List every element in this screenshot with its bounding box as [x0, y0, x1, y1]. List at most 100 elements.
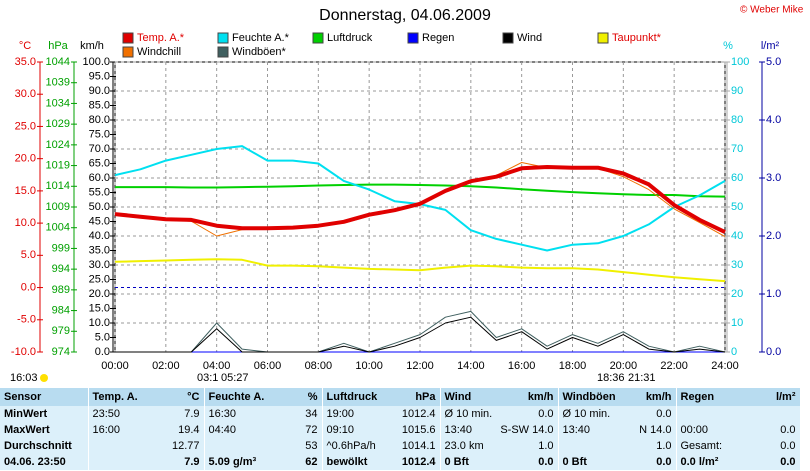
cell-text: 0.0	[538, 456, 554, 468]
legend-swatch	[312, 32, 324, 44]
cell-text: 0.0	[656, 408, 672, 420]
cell-text: Regen	[680, 391, 715, 403]
series-line	[115, 316, 726, 353]
table-cell: 53	[204, 438, 323, 454]
y-tick-label: 1004	[46, 222, 70, 234]
y-tick-label: 15.0	[15, 185, 36, 197]
y-tick-label: 984	[52, 304, 70, 316]
y-tick-label: 1044	[46, 56, 70, 68]
cell-text: Ø 10 min.	[444, 408, 493, 420]
table-cell: 13:40 N 14.0	[558, 422, 677, 438]
y-tick-label: 3.0	[766, 172, 781, 184]
legend-swatch	[217, 46, 229, 58]
y-tick-label: -10.0	[11, 346, 36, 358]
legend-label: Windböen*	[232, 46, 287, 58]
table-row: Durchschnitt 12.77 53 ^0.6hPa/h 1014.1 23.0 k…	[0, 438, 801, 454]
y-tick-label: 20.0	[15, 153, 36, 165]
chart: Donnerstag, 04.06.2009 © Weber Mike 00:0…	[10, 5, 804, 384]
y-tick-label: 1024	[46, 139, 70, 151]
table-cell: 16:00 19.4	[88, 422, 205, 438]
copyright: © Weber Mike	[740, 5, 804, 16]
cell-text: 72	[305, 424, 318, 436]
y-tick-label: 10.0	[89, 317, 110, 329]
y-tick-label: 5.0	[95, 331, 110, 343]
time-annotation: 03:1	[197, 372, 218, 384]
cell-text: 04.06. 23:50	[4, 456, 66, 468]
legend-label: Temp. A.*	[137, 32, 185, 44]
cell-text: Windböen	[562, 391, 616, 403]
cell-text: 1012.4	[401, 456, 436, 468]
table-row: MaxWert 16:00 19.4 04:40 72 09:10 1015.6 13:40 S…	[0, 422, 801, 438]
y-tick-label: 45.0	[89, 215, 110, 227]
series-line	[114, 258, 726, 283]
y-tick-label: 40	[731, 230, 743, 242]
x-tick-label: 12:00	[406, 360, 434, 372]
table-cell: 1.0	[558, 438, 677, 454]
summary-table: Sensor Temp. A. °C Feuchte A.% Luftdruck hPa W…	[0, 388, 801, 470]
cell-text: 0 Bft	[562, 456, 587, 468]
y-tick-label: -5.0	[17, 314, 36, 326]
table-cell: 0 Bft 0.0	[558, 454, 677, 470]
legend-swatch	[122, 32, 134, 44]
table-row: Sensor Temp. A. °C Feuchte A.% Luftdruck hPa W…	[0, 388, 801, 406]
y-tick-label: 1009	[46, 201, 70, 213]
table-cell: 04:40 72	[204, 422, 323, 438]
legend-label: Regen	[422, 32, 454, 44]
series-line	[115, 310, 726, 353]
cell-text: l/m²	[775, 391, 796, 403]
table-cell: Luftdruck hPa	[322, 388, 441, 406]
cell-text: °C	[187, 391, 200, 403]
y-tick-label: 50.0	[89, 201, 110, 213]
cell-text: 16:00	[92, 424, 121, 436]
x-tick-label: 10:00	[355, 360, 383, 372]
y-tick-label: 90.0	[89, 85, 110, 97]
y-tick-label: 979	[52, 325, 70, 337]
y-tick-label: 55.0	[89, 186, 110, 198]
cell-text: ^0.6hPa/h	[326, 440, 376, 452]
y-tick-label: 0.0	[21, 281, 36, 293]
y-tick-label: 1039	[46, 77, 70, 89]
cell-text: Luftdruck	[326, 391, 378, 403]
y-tick-label: 1014	[46, 180, 70, 192]
cell-text: 12.77	[171, 440, 200, 452]
table-row: MinWert 23:50 7.9 16:30 34 19:00 1012.4 Ø 10 mi…	[0, 406, 801, 422]
y-tick-label: 5.0	[21, 249, 36, 261]
table-cell: Wind km/h	[440, 388, 559, 406]
y-tick-label: 999	[52, 242, 70, 254]
cell-text: 1015.6	[401, 424, 436, 436]
y-tick-label: 30	[731, 259, 743, 271]
table-cell: Sensor	[0, 388, 89, 406]
x-tick-label: 16:00	[508, 360, 536, 372]
table-cell: 5.09 g/m³ 62	[204, 454, 323, 470]
table-cell: 04.06. 23:50	[0, 454, 89, 470]
axis-title: °C	[19, 40, 31, 52]
cell-text: 0.0	[538, 408, 554, 420]
time-annotation: 05:27	[221, 372, 249, 384]
cell-text: Ø 10 min.	[562, 408, 611, 420]
y-tick-label: 20.0	[89, 288, 110, 300]
cell-text: 7.9	[184, 408, 200, 420]
axis-title: l/m²	[761, 40, 780, 52]
cell-text: 04:40	[208, 424, 237, 436]
y-tick-label: 35.0	[15, 56, 36, 68]
y-tick-label: 30.0	[89, 259, 110, 271]
y-tick-label: 70	[731, 143, 743, 155]
y-tick-label: 80	[731, 114, 743, 126]
cell-text: 0.0 l/m²	[680, 456, 719, 468]
legend-label: Feuchte A.*	[232, 32, 290, 44]
table-cell: 0.0 l/m² 0.0	[676, 454, 801, 470]
cell-text: Feuchte A.	[208, 391, 265, 403]
cell-text: %	[307, 391, 318, 403]
cell-text: bewölkt	[326, 456, 368, 468]
table-cell: 09:10 1015.6	[322, 422, 441, 438]
x-tick-label: 20:00	[610, 360, 638, 372]
table-cell: Gesamt: 0.0	[676, 438, 801, 454]
x-tick-label: 08:00	[305, 360, 333, 372]
y-tick-label: 15.0	[89, 302, 110, 314]
table-cell: 00:00 0.0	[676, 422, 801, 438]
cell-text: 1.0	[656, 440, 672, 452]
table-cell: MinWert	[0, 406, 89, 422]
y-tick-label: 10.0	[15, 217, 36, 229]
x-tick-label: 04:00	[203, 360, 231, 372]
